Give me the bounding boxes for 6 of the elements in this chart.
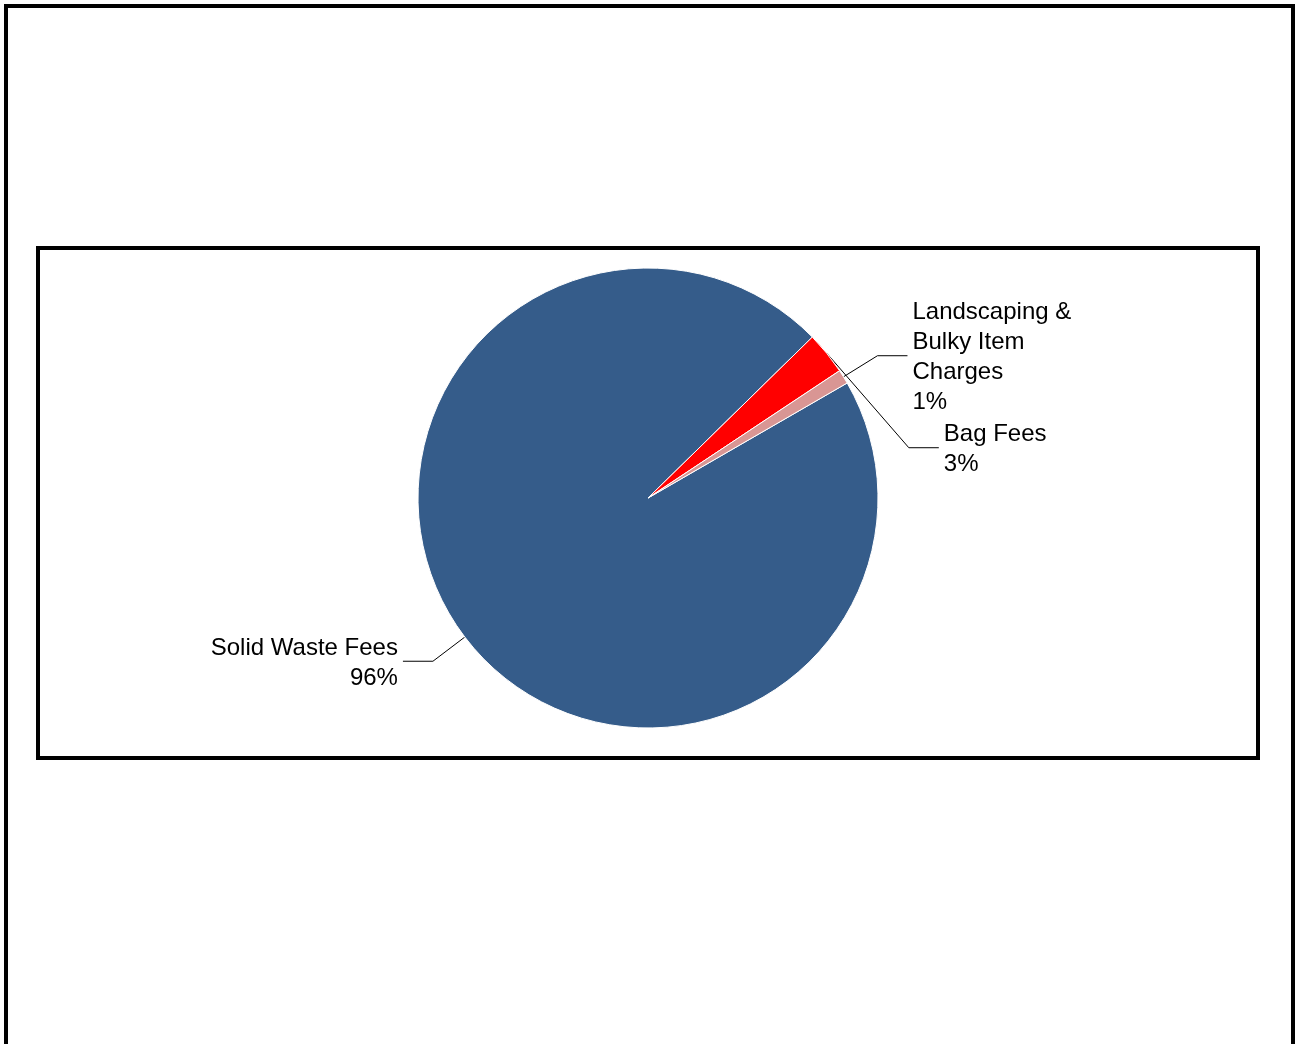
data-label: 3%	[943, 449, 979, 477]
slice-label: Bag Fees	[943, 419, 1047, 447]
slice-label: Landscaping & Bulky Item Charges	[912, 297, 1078, 385]
data-label: 96%	[349, 662, 398, 690]
slice-label: Solid Waste Fees	[210, 632, 398, 660]
data-label: 1%	[912, 387, 948, 415]
